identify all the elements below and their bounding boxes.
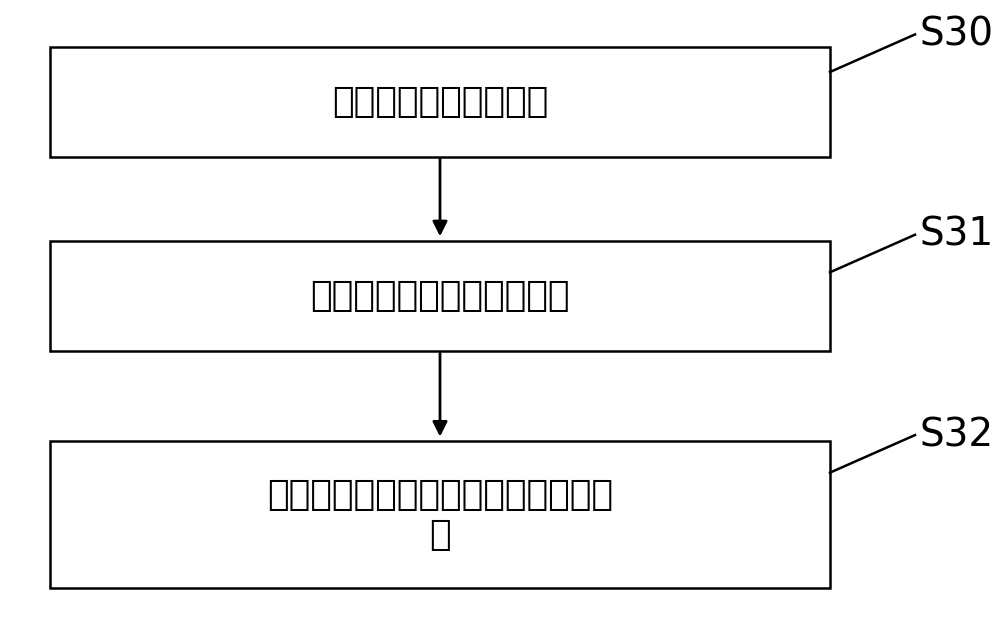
Text: 检测蒸发器的出口温度: 检测蒸发器的出口温度 [332,85,548,119]
Bar [50,441,830,588]
Text: S31: S31 [920,216,994,254]
Text: S30: S30 [920,16,994,53]
Text: 调节与蒸发器对应的电子膨胀阀的开
度: 调节与蒸发器对应的电子膨胀阀的开 度 [267,478,613,552]
Text: S32: S32 [920,416,994,454]
Bar [50,241,830,351]
Text: 计算蒸发器出口温度平均值: 计算蒸发器出口温度平均值 [310,279,570,313]
Bar [50,47,830,156]
